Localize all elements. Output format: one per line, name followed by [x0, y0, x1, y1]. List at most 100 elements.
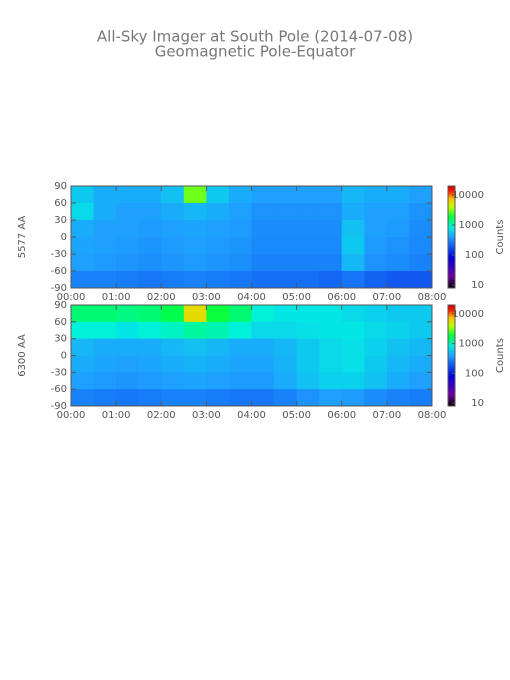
heatmap-cell	[296, 203, 320, 221]
chart-title: All-Sky Imager at South Pole (2014-07-08…	[97, 28, 413, 46]
colorbar-swatch	[448, 367, 455, 370]
colorbar-swatch	[448, 321, 455, 325]
heatmap-cell	[183, 203, 207, 221]
heatmap-cell	[206, 305, 230, 323]
heatmap-cell	[319, 271, 343, 289]
heatmap-cell	[228, 186, 252, 204]
heatmap-cell	[206, 203, 230, 221]
colorbar-swatch	[448, 216, 455, 219]
y-tick-label: 30	[54, 215, 67, 226]
colorbar-swatch	[448, 286, 455, 289]
y-tick-label: 30	[54, 334, 67, 345]
heatmap-cell	[183, 389, 207, 407]
x-tick-label: 02:00	[147, 410, 176, 421]
colorbar-swatch	[448, 316, 455, 319]
heatmap-cell	[274, 355, 298, 373]
heatmap-cell	[71, 321, 95, 340]
heatmap-cell	[228, 271, 252, 289]
heatmap-cell	[71, 389, 95, 407]
colorbar-swatch	[448, 402, 455, 405]
heatmap-cell	[161, 220, 185, 238]
y-tick-label: 60	[54, 317, 67, 328]
heatmap-cell	[138, 389, 162, 407]
heatmap-cell	[364, 186, 388, 204]
heatmap-cell	[274, 305, 298, 323]
x-tick-label: 07:00	[372, 292, 401, 303]
x-tick-label: 06:00	[327, 410, 356, 421]
heatmap-cell	[228, 254, 252, 272]
heatmap-cell	[71, 271, 95, 289]
colorbar-swatch	[448, 187, 455, 190]
colorbar-swatch	[448, 272, 455, 275]
colorbar-swatch	[448, 368, 455, 372]
colorbar-tick-label: 10000	[452, 190, 484, 201]
colorbar-swatch	[448, 211, 455, 214]
heatmap-cell	[409, 237, 433, 255]
heatmap-cell	[341, 338, 365, 356]
heatmap-cell	[341, 271, 365, 289]
colorbar-swatch	[448, 375, 455, 378]
colorbar-swatch	[448, 255, 455, 258]
x-tick-label: 03:00	[192, 410, 221, 421]
colorbar-tick-label: 100	[465, 250, 484, 261]
colorbar-swatch	[448, 221, 455, 224]
heatmap-cell	[296, 254, 320, 272]
colorbar-swatch	[448, 305, 455, 308]
heatmap-cell	[341, 321, 365, 340]
x-tick-label: 04:00	[237, 292, 266, 303]
colorbar-swatch	[448, 245, 455, 248]
heatmap-cell	[274, 372, 298, 390]
colorbar-swatch	[448, 274, 455, 277]
colorbar-swatch	[448, 265, 455, 269]
heatmap-cell	[206, 220, 230, 238]
heatmap-cell	[296, 305, 320, 323]
heatmap-cell	[93, 355, 117, 373]
colorbar-swatch	[448, 197, 455, 201]
heatmap-cell	[138, 305, 162, 323]
heatmap-cell	[206, 321, 230, 340]
heatmap-cell	[319, 254, 343, 272]
heatmap-cell	[341, 305, 365, 323]
heatmap-cell	[386, 271, 410, 289]
colorbar-swatch	[448, 203, 455, 206]
heatmap-cell	[251, 321, 275, 340]
colorbar-swatch	[448, 394, 455, 397]
heatmap-cell	[319, 203, 343, 221]
heatmap-cell	[296, 355, 320, 373]
heatmap-cell	[183, 254, 207, 272]
colorbar-swatch	[448, 345, 455, 348]
x-tick-label: 01:00	[102, 292, 131, 303]
x-tick-label: 00:00	[57, 410, 86, 421]
heatmap-cell	[341, 389, 365, 407]
colorbar-swatch	[448, 340, 455, 343]
colorbar-swatch	[448, 374, 455, 377]
heatmap-cell	[409, 186, 433, 204]
heatmap-cell	[364, 338, 388, 356]
heatmap-cell	[138, 203, 162, 221]
x-tick-label: 05:00	[282, 292, 311, 303]
colorbar-swatch	[448, 242, 455, 245]
colorbar-swatch	[448, 389, 455, 392]
heatmap-cell	[161, 237, 185, 255]
heatmap-cell	[183, 220, 207, 238]
heatmap-cell	[386, 321, 410, 340]
heatmap-cell	[364, 203, 388, 221]
colorbar-swatch	[448, 348, 455, 351]
heatmap-cell	[161, 186, 185, 204]
colorbar-swatch	[448, 392, 455, 395]
heatmap-cell	[251, 271, 275, 289]
colorbar-swatch	[448, 338, 455, 341]
colorbar-frame	[447, 304, 456, 407]
colorbar-swatch	[448, 362, 455, 365]
colorbar-label: Counts	[495, 220, 506, 255]
heatmap-cell	[296, 220, 320, 238]
heatmap-cell	[251, 186, 275, 204]
heatmap-cell	[296, 237, 320, 255]
heatmap-cell	[138, 372, 162, 390]
colorbar-swatch	[448, 333, 455, 336]
colorbar-tick-label: 10	[471, 398, 484, 409]
colorbar-swatch	[448, 306, 455, 309]
colorbar-swatch	[448, 208, 455, 211]
colorbar-frame	[447, 185, 456, 289]
heatmap-cell	[274, 220, 298, 238]
